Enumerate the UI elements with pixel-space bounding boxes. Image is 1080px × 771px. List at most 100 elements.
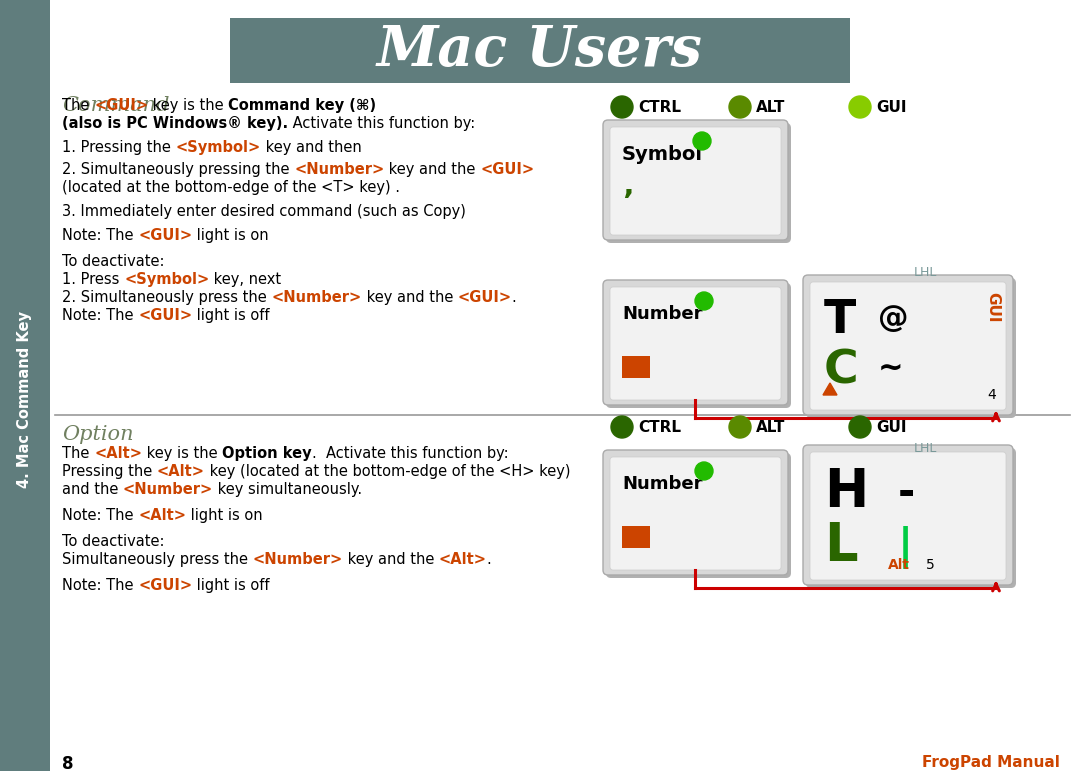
Text: light is on: light is on — [186, 508, 262, 523]
Text: 4. Mac Command Key: 4. Mac Command Key — [17, 311, 32, 489]
FancyBboxPatch shape — [804, 445, 1013, 585]
Text: FrogPad Manual: FrogPad Manual — [922, 755, 1059, 770]
Circle shape — [611, 416, 633, 438]
Text: H: H — [824, 466, 868, 518]
Circle shape — [696, 292, 713, 310]
Text: key and the: key and the — [384, 162, 481, 177]
Text: |: | — [897, 526, 913, 569]
Text: light is off: light is off — [192, 578, 270, 593]
Circle shape — [849, 416, 870, 438]
Circle shape — [693, 132, 711, 150]
Text: @: @ — [878, 304, 908, 333]
Text: <Alt>: <Alt> — [94, 446, 141, 461]
FancyBboxPatch shape — [0, 0, 50, 771]
Text: Note: The: Note: The — [62, 308, 138, 323]
Text: <Symbol>: <Symbol> — [124, 272, 210, 287]
Text: Mac Users: Mac Users — [377, 23, 703, 78]
Text: 4: 4 — [987, 388, 996, 402]
Text: .: . — [487, 552, 491, 567]
FancyBboxPatch shape — [810, 452, 1005, 580]
Text: Command key (⌘): Command key (⌘) — [228, 98, 377, 113]
Text: Command: Command — [62, 96, 170, 115]
Text: key and then: key and then — [260, 140, 362, 155]
Text: .  Activate this function by:: . Activate this function by: — [312, 446, 509, 461]
Text: 2. Simultaneously press the: 2. Simultaneously press the — [62, 290, 271, 305]
Text: -: - — [897, 472, 915, 514]
Text: (also is PC Windows® key).: (also is PC Windows® key). — [62, 116, 288, 131]
FancyBboxPatch shape — [606, 123, 791, 243]
Text: ~: ~ — [878, 354, 904, 383]
Text: Simultaneously press the: Simultaneously press the — [62, 552, 253, 567]
Text: (located at the bottom-edge of the <T> key) .: (located at the bottom-edge of the <T> k… — [62, 180, 400, 195]
FancyBboxPatch shape — [230, 18, 850, 83]
Text: ’: ’ — [622, 188, 634, 217]
Text: 5: 5 — [926, 558, 935, 572]
Text: Number: Number — [622, 305, 702, 323]
Text: Alt: Alt — [888, 558, 910, 572]
Text: <GUI>: <GUI> — [458, 290, 512, 305]
Text: The: The — [62, 446, 94, 461]
Text: light is off: light is off — [192, 308, 270, 323]
Circle shape — [849, 96, 870, 118]
Text: 1. Press: 1. Press — [62, 272, 124, 287]
FancyBboxPatch shape — [606, 283, 791, 408]
FancyBboxPatch shape — [804, 275, 1013, 415]
Text: key and the: key and the — [342, 552, 438, 567]
Text: <GUI>: <GUI> — [94, 98, 148, 113]
Text: <GUI>: <GUI> — [138, 308, 192, 323]
Text: The: The — [62, 98, 94, 113]
Text: Number: Number — [622, 475, 702, 493]
Text: GUI: GUI — [985, 292, 1000, 322]
Text: To deactivate:: To deactivate: — [62, 534, 164, 549]
FancyBboxPatch shape — [610, 457, 781, 570]
Text: 8: 8 — [62, 755, 73, 771]
Text: LHL: LHL — [914, 267, 936, 280]
Text: 3. Immediately enter desired command (such as Copy): 3. Immediately enter desired command (su… — [62, 204, 465, 219]
Text: L: L — [824, 520, 858, 572]
Text: light is on: light is on — [192, 228, 269, 243]
Text: <Number>: <Number> — [123, 482, 213, 497]
Text: <GUI>: <GUI> — [138, 578, 192, 593]
Text: key, next: key, next — [210, 272, 282, 287]
Circle shape — [729, 416, 751, 438]
Text: and the: and the — [62, 482, 123, 497]
Text: <GUI>: <GUI> — [138, 228, 192, 243]
FancyBboxPatch shape — [603, 120, 788, 240]
Text: key is the: key is the — [141, 446, 222, 461]
FancyBboxPatch shape — [606, 453, 791, 578]
Text: To deactivate:: To deactivate: — [62, 254, 164, 269]
Text: ALT: ALT — [756, 419, 785, 435]
Text: Note: The: Note: The — [62, 578, 138, 593]
Text: <Alt>: <Alt> — [438, 552, 487, 567]
Text: key is the: key is the — [148, 98, 228, 113]
Text: Note: The: Note: The — [62, 508, 138, 523]
Text: Option: Option — [62, 425, 134, 444]
Polygon shape — [823, 383, 837, 395]
FancyBboxPatch shape — [610, 127, 781, 235]
Text: CTRL: CTRL — [638, 99, 681, 115]
Text: key simultaneously.: key simultaneously. — [213, 482, 363, 497]
Text: <Alt>: <Alt> — [157, 464, 205, 479]
Circle shape — [729, 96, 751, 118]
Text: 1. Pressing the: 1. Pressing the — [62, 140, 175, 155]
FancyBboxPatch shape — [622, 526, 650, 548]
Text: Activate this function by:: Activate this function by: — [288, 116, 475, 131]
Text: ALT: ALT — [756, 99, 785, 115]
Text: <Number>: <Number> — [253, 552, 342, 567]
FancyBboxPatch shape — [806, 448, 1016, 588]
Text: 2. Simultaneously pressing the: 2. Simultaneously pressing the — [62, 162, 294, 177]
Text: GUI: GUI — [876, 99, 906, 115]
FancyBboxPatch shape — [603, 280, 788, 405]
Text: Symbol: Symbol — [622, 145, 703, 164]
Text: LHL: LHL — [914, 442, 936, 454]
FancyBboxPatch shape — [610, 287, 781, 400]
Circle shape — [611, 96, 633, 118]
Text: Option key: Option key — [222, 446, 312, 461]
Text: .: . — [512, 290, 516, 305]
FancyBboxPatch shape — [603, 450, 788, 575]
Text: <Symbol>: <Symbol> — [175, 140, 260, 155]
FancyBboxPatch shape — [810, 282, 1005, 410]
Text: key and the: key and the — [362, 290, 458, 305]
Text: <GUI>: <GUI> — [481, 162, 535, 177]
FancyBboxPatch shape — [622, 356, 650, 378]
